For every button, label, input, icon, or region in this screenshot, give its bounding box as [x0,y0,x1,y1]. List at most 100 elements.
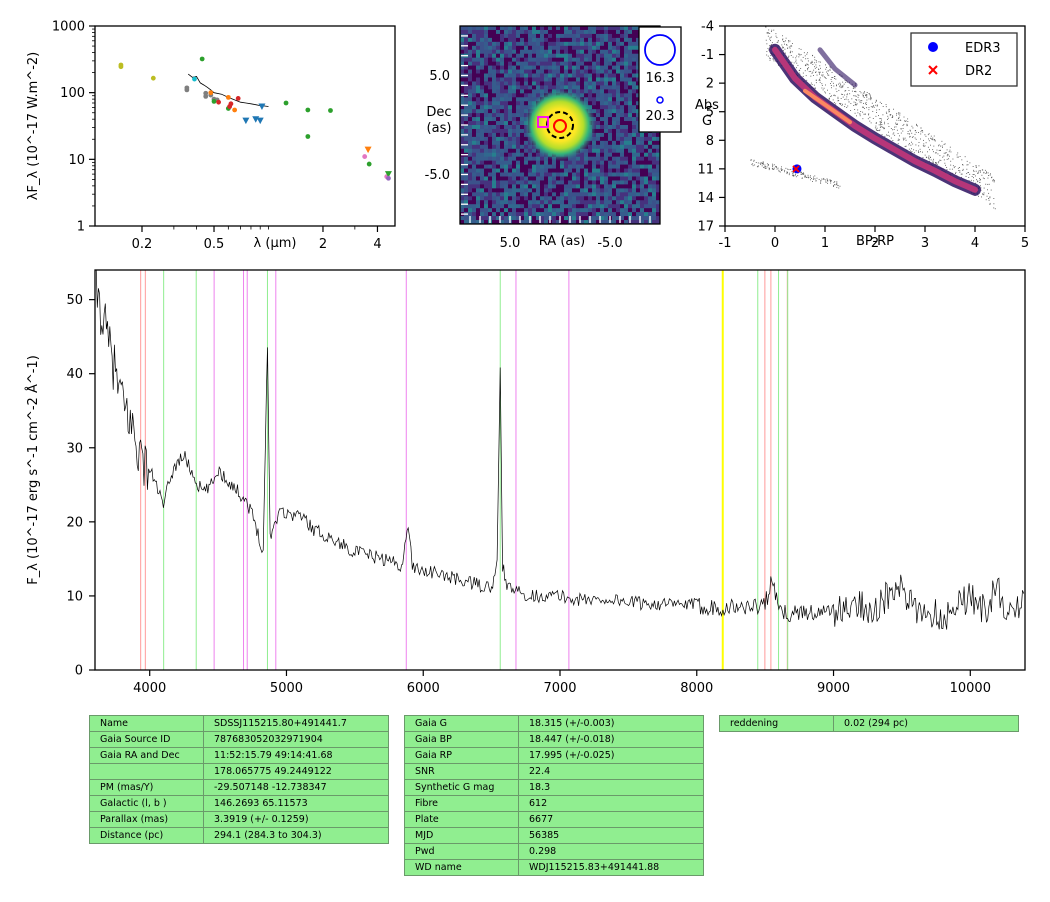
image-pixel [552,69,557,74]
image-pixel [612,164,617,169]
image-pixel [628,164,633,169]
image-pixel [472,29,477,35]
image-cutout [460,26,660,224]
image-pixel [484,136,489,142]
image-pixel [604,33,609,39]
image-pixel [492,192,497,197]
image-pixel [616,176,621,181]
image-pixel [492,200,497,205]
image-pixel [584,61,589,66]
image-pixel [508,57,513,62]
image-pixel [500,125,505,130]
image-pixel [508,125,513,130]
hr-background-star [855,95,857,97]
image-pixel [628,85,633,90]
image-pixel [476,113,481,118]
image-pixel [608,168,613,173]
image-pixel [600,69,605,74]
image-pixel [600,188,605,193]
hr-background-star [789,47,791,49]
hr-background-star [911,151,913,152]
hr-background-star [818,72,820,74]
image-pixel [464,26,469,31]
image-pixel [560,85,565,90]
image-pixel [484,77,489,82]
image-pixel [472,192,477,197]
image-pixel [616,45,621,51]
hr-wd-star [757,162,759,164]
hr-background-star [966,164,968,166]
image-pixel [464,125,469,130]
image-pixel [640,164,645,169]
info-table-value: 18.3 [518,779,704,796]
image-pixel [656,172,660,177]
image-pixel [600,33,605,39]
image-pixel [484,81,489,86]
image-pixel [640,176,645,181]
image-pixel [560,49,565,55]
hr-background-star [978,195,979,197]
hr-background-star [841,85,843,87]
hr-background-star [834,75,836,77]
image-pixel [576,37,581,43]
image-pixel [628,57,633,62]
image-pixel [488,113,493,118]
hr-background-star [810,70,812,72]
image-pixel [640,180,645,185]
image-pixel [656,196,660,201]
image-pixel [464,200,469,205]
image-pixel [584,93,589,98]
image-pixel [652,196,657,201]
image-pixel [632,121,637,126]
sed-point [216,99,221,105]
hr-background-star [880,122,882,124]
image-pixel [528,204,533,209]
hr-background-star [869,116,871,118]
image-pixel [644,208,649,213]
image-pixel [504,73,509,78]
image-pixel [552,49,557,55]
image-pixel [592,204,597,209]
image-pixel [520,69,525,74]
hr-background-star [830,95,832,97]
image-pixel [540,61,545,66]
image-pixel [488,29,493,35]
image-pixel [580,212,585,217]
image-pixel [524,140,529,146]
image-pixel [596,117,601,122]
image-pixel [508,180,513,185]
image-pixel [516,101,521,106]
image-xtick-label: 5.0 [500,236,521,251]
hr-background-star [906,123,908,125]
image-pixel [616,168,621,173]
image-pixel [516,140,521,146]
image-pixel [620,208,625,213]
hr-background-star [858,94,860,96]
image-pixel [624,152,629,157]
image-pixel [536,216,541,221]
image-pixel [640,212,645,217]
hr-xtick-label: 4 [971,236,979,251]
image-pixel [608,136,613,142]
image-pixel [580,29,585,35]
hr-background-star [879,127,881,128]
image-pixel [552,160,557,165]
image-pixel [520,148,525,154]
image-pixel [604,53,609,58]
hr-background-star [833,85,835,87]
image-pixel [500,121,505,126]
hr-background-star [947,153,949,155]
image-pixel [484,164,489,169]
hr-background-star [988,183,990,185]
image-pixel [568,73,573,78]
hr-ytick-label: 11 [697,162,714,177]
image-pixel [596,128,601,134]
image-pixel [580,33,585,39]
image-pixel [608,113,613,118]
image-pixel [512,168,517,173]
hr-background-star [928,140,930,142]
hr-background-star [795,57,797,59]
image-pixel [476,196,481,201]
hr-background-star [946,166,948,168]
hr-background-star [773,29,775,31]
